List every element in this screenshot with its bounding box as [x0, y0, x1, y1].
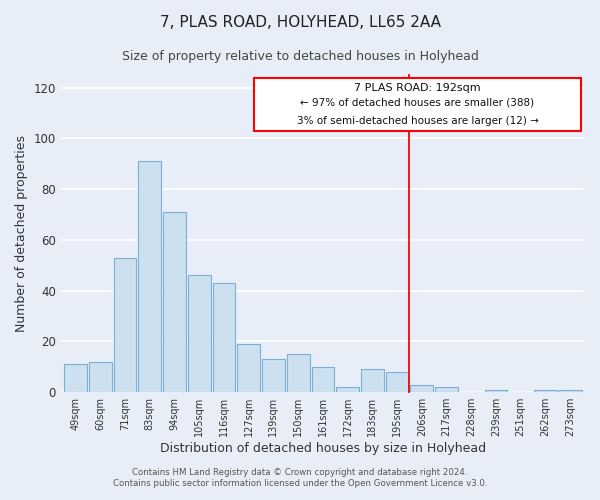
Text: 3% of semi-detached houses are larger (12) →: 3% of semi-detached houses are larger (1…	[296, 116, 538, 126]
Bar	[139, 162, 161, 392]
Text: Size of property relative to detached houses in Holyhead: Size of property relative to detached ho…	[122, 50, 478, 63]
Bar	[89, 362, 112, 392]
Bar	[336, 387, 359, 392]
Bar	[386, 372, 409, 392]
Bar	[262, 359, 285, 392]
Bar	[238, 344, 260, 392]
Bar	[163, 212, 186, 392]
Bar	[410, 384, 433, 392]
X-axis label: Distribution of detached houses by size in Holyhead: Distribution of detached houses by size …	[160, 442, 486, 455]
Bar	[534, 390, 557, 392]
Bar	[361, 370, 384, 392]
Text: 7 PLAS ROAD: 192sqm: 7 PLAS ROAD: 192sqm	[354, 82, 481, 92]
Bar	[188, 276, 211, 392]
Y-axis label: Number of detached properties: Number of detached properties	[15, 135, 28, 332]
Bar	[212, 283, 235, 392]
Bar	[64, 364, 87, 392]
Bar	[114, 258, 136, 392]
Text: Contains HM Land Registry data © Crown copyright and database right 2024.
Contai: Contains HM Land Registry data © Crown c…	[113, 468, 487, 487]
Text: 7, PLAS ROAD, HOLYHEAD, LL65 2AA: 7, PLAS ROAD, HOLYHEAD, LL65 2AA	[160, 15, 440, 30]
FancyBboxPatch shape	[254, 78, 581, 131]
Bar	[559, 390, 581, 392]
Text: ← 97% of detached houses are smaller (388): ← 97% of detached houses are smaller (38…	[301, 98, 535, 108]
Bar	[435, 387, 458, 392]
Bar	[485, 390, 508, 392]
Bar	[311, 367, 334, 392]
Bar	[287, 354, 310, 392]
